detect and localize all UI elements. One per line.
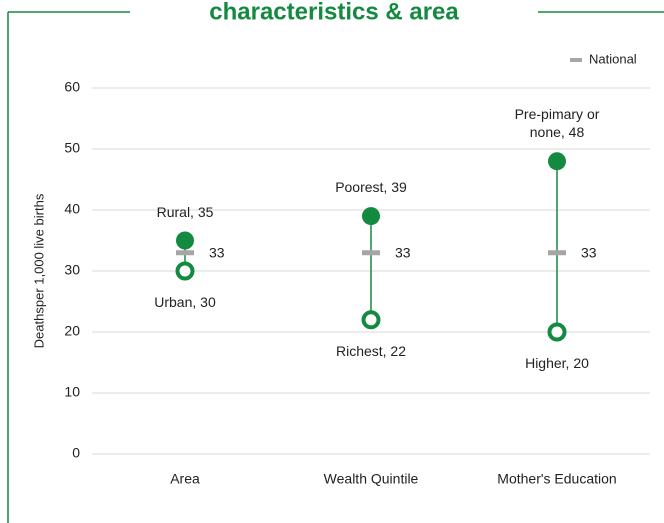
high-dot <box>362 207 380 226</box>
y-tick-label: 20 <box>64 323 80 339</box>
national-label: 33 <box>209 244 225 260</box>
y-tick-label: 60 <box>64 79 80 95</box>
y-tick-label: 10 <box>64 384 80 400</box>
y-axis-label: Deathsper 1,000 live births <box>31 193 46 348</box>
data-label: Rural, 35 <box>156 203 214 220</box>
x-tick-label: Wealth Quintile <box>324 471 419 487</box>
x-tick-label: Mother's Education <box>497 471 616 487</box>
legend-label: National <box>589 51 637 66</box>
low-dot <box>175 261 195 281</box>
y-tick-label: 0 <box>72 445 80 461</box>
data-label: Richest, 22 <box>335 342 407 359</box>
low-dot <box>547 322 567 342</box>
y-tick-label: 40 <box>64 201 80 217</box>
chart-title: characteristics & area <box>209 0 459 25</box>
data-label: Poorest, 39 <box>335 179 407 196</box>
y-tick-label: 30 <box>64 262 80 278</box>
y-tick-label: 50 <box>64 140 80 156</box>
national-label: 33 <box>581 244 597 260</box>
data-label: Higher, 20 <box>525 355 589 371</box>
national-label: 33 <box>395 244 411 260</box>
data-label: Pre-pimary or none, 48 <box>514 106 600 141</box>
x-tick-label: Area <box>170 471 200 487</box>
low-dot <box>361 310 381 330</box>
high-dot <box>176 231 194 250</box>
high-dot <box>548 152 566 171</box>
data-label: Urban, 30 <box>154 294 216 310</box>
